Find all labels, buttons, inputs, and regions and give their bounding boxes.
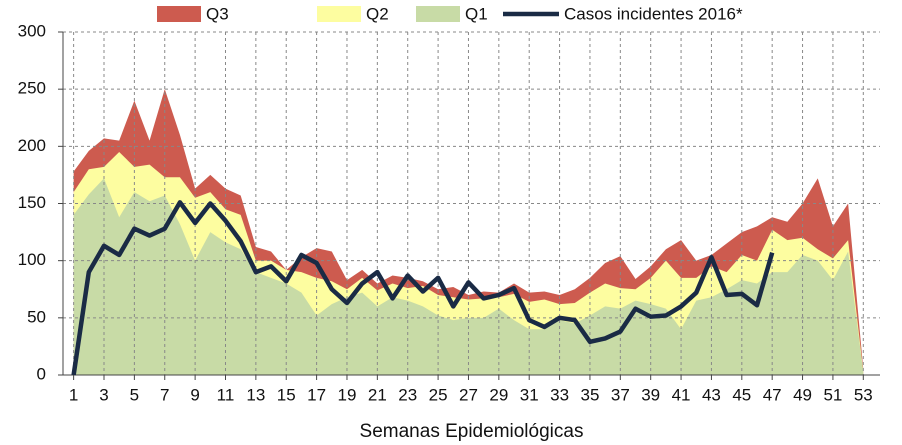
legend-swatch <box>317 6 361 22</box>
x-tick-label: 53 <box>854 385 873 404</box>
x-tick-label: 47 <box>763 385 782 404</box>
legend-label: Q3 <box>206 4 229 23</box>
x-tick-label: 3 <box>99 385 108 404</box>
y-tick-label: 250 <box>18 79 46 98</box>
x-tick-label: 21 <box>368 385 387 404</box>
x-tick-label: 29 <box>489 385 508 404</box>
y-tick-label: 50 <box>27 307 46 326</box>
x-tick-label: 13 <box>246 385 265 404</box>
x-tick-label: 17 <box>307 385 326 404</box>
x-tick-label: 27 <box>459 385 478 404</box>
x-tick-label: 19 <box>338 385 357 404</box>
x-tick-label: 1 <box>69 385 78 404</box>
x-tick-label: 39 <box>641 385 660 404</box>
x-tick-label: 25 <box>429 385 448 404</box>
x-tick-label: 9 <box>190 385 199 404</box>
area <box>73 178 864 375</box>
y-tick-label: 100 <box>18 250 46 269</box>
x-tick-label: 43 <box>702 385 721 404</box>
x-tick-label: 35 <box>580 385 599 404</box>
x-tick-label: 49 <box>793 385 812 404</box>
x-tick-label: 45 <box>732 385 751 404</box>
x-tick-label: 37 <box>611 385 630 404</box>
x-tick-label: 5 <box>130 385 139 404</box>
legend-label: Q1 <box>465 4 488 23</box>
y-tick-label: 0 <box>37 364 46 383</box>
x-tick-label: 33 <box>550 385 569 404</box>
x-tick-label: 7 <box>160 385 169 404</box>
y-tick-label: 200 <box>18 136 46 155</box>
legend-label: Casos incidentes 2016* <box>564 4 743 23</box>
x-tick-label: 41 <box>672 385 691 404</box>
x-tick-label: 15 <box>277 385 296 404</box>
x-tick-label: 23 <box>398 385 417 404</box>
legend-label: Q2 <box>366 4 389 23</box>
x-tick-label: 51 <box>823 385 842 404</box>
y-tick-label: 150 <box>18 193 46 212</box>
legend-swatch <box>416 6 460 22</box>
legend-swatch <box>157 6 201 22</box>
y-tick-label: 300 <box>18 21 46 40</box>
x-axis-title: Semanas Epidemiológicas <box>360 421 584 442</box>
x-tick-label: 11 <box>217 385 235 404</box>
x-tick-label: 31 <box>520 385 539 404</box>
line <box>71 200 775 376</box>
